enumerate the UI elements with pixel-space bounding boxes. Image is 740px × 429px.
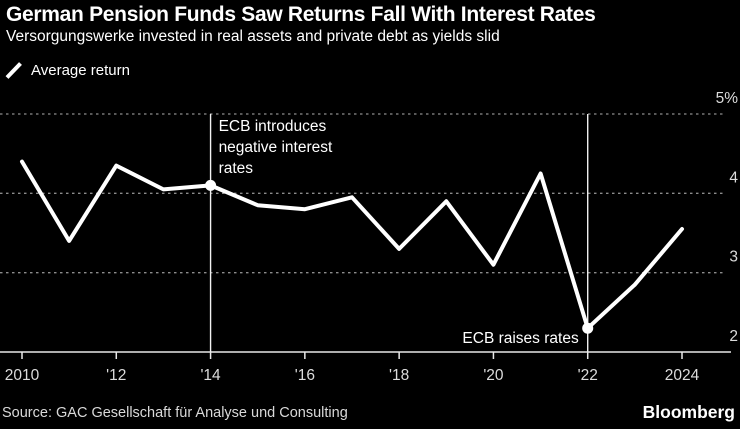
line-series-icon: [5, 62, 22, 79]
x-axis-label-2010: 2010: [5, 367, 40, 384]
y-axis-label-5: 5%: [716, 90, 739, 107]
y-axis-label-2: 2: [729, 328, 738, 345]
chart-subtitle: Versorgungswerke invested in real assets…: [6, 28, 500, 45]
x-axis-label-2018: '18: [389, 367, 409, 384]
annotation-marker-2022: [582, 322, 594, 334]
annotation-text-2014: rates: [219, 160, 254, 177]
annotation-text-2014: ECB introduces: [219, 118, 327, 135]
annotation-text-2022: ECB raises rates: [462, 330, 579, 347]
annotation-text-2014: negative interest: [219, 139, 333, 156]
average-return-line: [20, 159, 684, 331]
legend: Average return: [4, 61, 130, 80]
chart-title: German Pension Funds Saw Returns Fall Wi…: [6, 3, 596, 26]
bloomberg-logo: Bloomberg: [642, 402, 735, 422]
x-axis-label-2016: '16: [295, 367, 315, 384]
annotation-marker-2014: [205, 179, 217, 191]
legend-label: Average return: [31, 62, 130, 79]
source-note: Source: GAC Gesellschaft für Analyse und…: [2, 405, 348, 421]
x-axis-label-2020: '20: [483, 367, 504, 384]
x-axis-label-2024: 2024: [665, 367, 700, 384]
y-axis-label-4: 4: [729, 169, 738, 186]
x-axis-label-2014: '14: [200, 367, 221, 384]
y-axis-label-3: 3: [729, 249, 738, 266]
x-axis-label-2012: '12: [106, 367, 126, 384]
x-axis-label-2022: '22: [578, 367, 598, 384]
